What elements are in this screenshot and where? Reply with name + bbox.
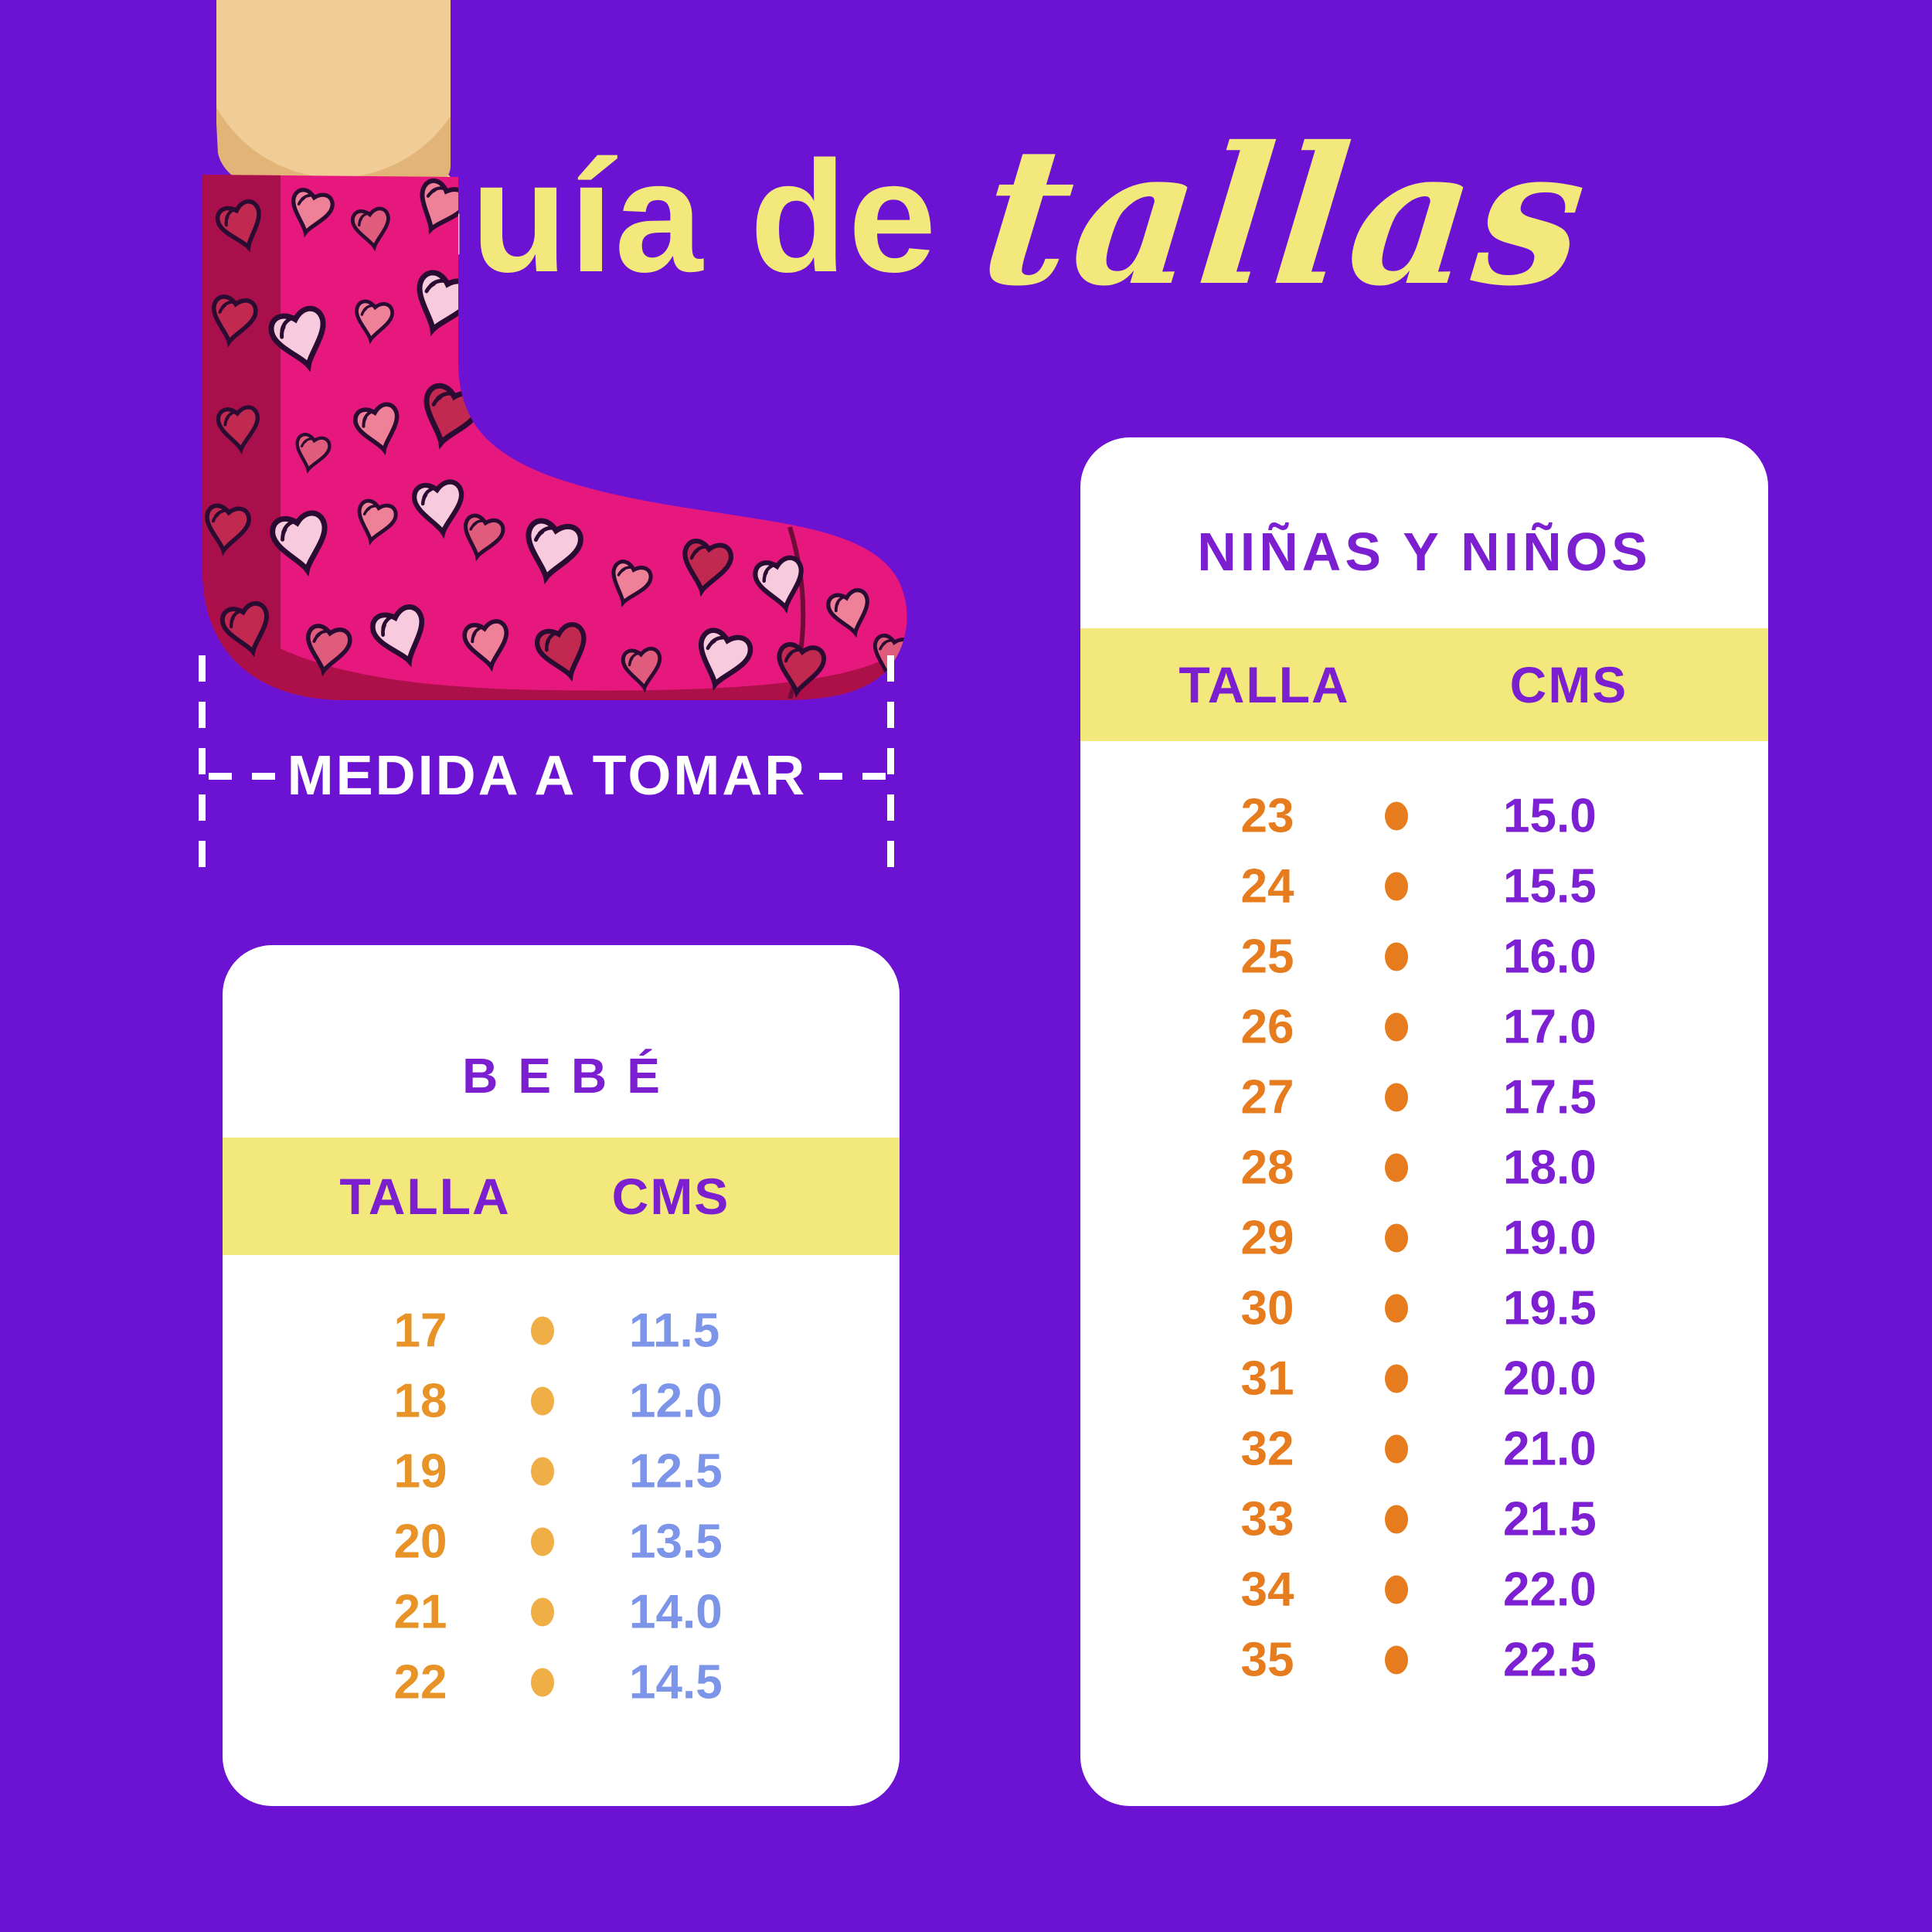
size-cell: 29 xyxy=(1240,1211,1294,1264)
table-row: 32 21.0 xyxy=(1080,1413,1768,1484)
measure-label: MEDIDA A TOMAR xyxy=(287,745,808,807)
cms-cell: 19.0 xyxy=(1503,1211,1597,1264)
table-row: 19 12.5 xyxy=(223,1436,900,1506)
measure-dashed-line-right xyxy=(887,655,894,878)
size-cell: 30 xyxy=(1240,1281,1294,1335)
bullet-dot-icon xyxy=(531,1457,554,1485)
table-row: 17 11.5 xyxy=(223,1295,900,1366)
size-cell: 23 xyxy=(1240,789,1294,842)
table-card-bebe: BEBÉ TALLA CMS 17 11.5 18 12.0 19 12.5 20 13.5 2… xyxy=(223,945,900,1806)
size-cell: 21 xyxy=(393,1585,447,1638)
column-header-cms: CMS xyxy=(1509,656,1628,713)
bullet-dot-icon xyxy=(531,1316,554,1345)
cms-cell: 13.5 xyxy=(629,1515,723,1568)
bullet-dot-icon xyxy=(1385,1153,1408,1182)
table-row: 22 14.5 xyxy=(223,1647,900,1717)
bullet-dot-icon xyxy=(1385,1294,1408,1322)
table-row: 20 13.5 xyxy=(223,1506,900,1577)
bullet-dot-icon xyxy=(531,1527,554,1556)
table-row: 23 15.0 xyxy=(1080,781,1768,851)
size-cell: 27 xyxy=(1240,1070,1294,1124)
size-cell: 20 xyxy=(393,1515,447,1568)
sock-illustration xyxy=(202,0,907,700)
table-header-band: TALLA CMS xyxy=(1080,628,1768,741)
sock-sole-shadow xyxy=(202,564,907,700)
measure-dash-left xyxy=(209,773,275,780)
size-cell: 28 xyxy=(1240,1141,1294,1194)
column-header-talla: TALLA xyxy=(339,1168,511,1225)
title-script: tallas xyxy=(972,104,1598,328)
bullet-dot-icon xyxy=(1385,1364,1408,1393)
size-cell: 31 xyxy=(1240,1352,1294,1405)
cms-cell: 21.0 xyxy=(1503,1422,1597,1475)
bullet-dot-icon xyxy=(1385,872,1408,900)
cms-cell: 21.5 xyxy=(1503,1492,1597,1546)
table-row: 34 22.0 xyxy=(1080,1554,1768,1624)
size-cell: 35 xyxy=(1240,1633,1294,1686)
size-cell: 26 xyxy=(1240,1000,1294,1053)
bullet-dot-icon xyxy=(1385,1434,1408,1463)
table-row: 29 19.0 xyxy=(1080,1202,1768,1273)
size-cell: 18 xyxy=(393,1374,447,1427)
table-row: 31 20.0 xyxy=(1080,1343,1768,1413)
table-row: 27 17.5 xyxy=(1080,1062,1768,1132)
cms-cell: 18.0 xyxy=(1503,1141,1597,1194)
size-cell: 19 xyxy=(393,1444,447,1498)
table-title-bebe: BEBÉ xyxy=(462,1048,680,1104)
table-card-ninas-y-ninos: NIÑAS Y NIÑOS TALLA CMS 23 15.0 24 15.5 25 16… xyxy=(1080,437,1768,1806)
table-row: 21 14.0 xyxy=(223,1577,900,1647)
table-row: 33 21.5 xyxy=(1080,1484,1768,1554)
cms-cell: 22.5 xyxy=(1503,1633,1597,1686)
bullet-dot-icon xyxy=(531,1668,554,1696)
cms-cell: 14.5 xyxy=(629,1655,723,1709)
size-cell: 32 xyxy=(1240,1422,1294,1475)
table-row: 35 22.5 xyxy=(1080,1624,1768,1695)
bullet-dot-icon xyxy=(1385,1575,1408,1604)
measure-dash-right xyxy=(819,773,886,780)
table-rows: 23 15.0 24 15.5 25 16.0 26 17.0 27 17.5 28 18.0 29 19… xyxy=(1080,781,1768,1695)
column-header-talla: TALLA xyxy=(1179,656,1350,713)
cms-cell: 12.5 xyxy=(629,1444,723,1498)
bullet-dot-icon xyxy=(1385,1645,1408,1674)
bullet-dot-icon xyxy=(1385,942,1408,971)
size-cell: 34 xyxy=(1240,1563,1294,1616)
table-row: 18 12.0 xyxy=(223,1366,900,1436)
bullet-dot-icon xyxy=(1385,801,1408,830)
cms-cell: 15.0 xyxy=(1503,789,1597,842)
table-row: 26 17.0 xyxy=(1080,992,1768,1062)
table-row: 24 15.5 xyxy=(1080,851,1768,921)
size-cell: 24 xyxy=(1240,859,1294,913)
bullet-dot-icon xyxy=(1385,1012,1408,1041)
table-title-ninas: NIÑAS Y NIÑOS xyxy=(1197,522,1651,582)
cms-cell: 17.0 xyxy=(1503,1000,1597,1053)
size-cell: 25 xyxy=(1240,930,1294,983)
table-row: 25 16.0 xyxy=(1080,921,1768,992)
cms-cell: 14.0 xyxy=(629,1585,723,1638)
cms-cell: 20.0 xyxy=(1503,1352,1597,1405)
cms-cell: 22.0 xyxy=(1503,1563,1597,1616)
size-cell: 22 xyxy=(393,1655,447,1709)
table-header-band: TALLA CMS xyxy=(223,1138,900,1255)
bullet-dot-icon xyxy=(1385,1083,1408,1111)
table-rows: 17 11.5 18 12.0 19 12.5 20 13.5 21 14.0 22 14.5 xyxy=(223,1295,900,1717)
cms-cell: 12.0 xyxy=(629,1374,723,1427)
cms-cell: 11.5 xyxy=(629,1304,720,1357)
cms-cell: 17.5 xyxy=(1503,1070,1597,1124)
cms-cell: 15.5 xyxy=(1503,859,1597,913)
table-row: 28 18.0 xyxy=(1080,1132,1768,1202)
leg-skin xyxy=(216,0,451,199)
cms-cell: 19.5 xyxy=(1503,1281,1597,1335)
measure-dashed-line-left xyxy=(199,655,206,878)
bullet-dot-icon xyxy=(1385,1505,1408,1533)
size-cell: 17 xyxy=(393,1304,447,1357)
bullet-dot-icon xyxy=(531,1597,554,1626)
table-row: 30 19.5 xyxy=(1080,1273,1768,1343)
column-header-cms: CMS xyxy=(611,1168,730,1225)
bullet-dot-icon xyxy=(1385,1223,1408,1252)
cms-cell: 16.0 xyxy=(1503,930,1597,983)
bullet-dot-icon xyxy=(531,1386,554,1415)
size-cell: 33 xyxy=(1240,1492,1294,1546)
